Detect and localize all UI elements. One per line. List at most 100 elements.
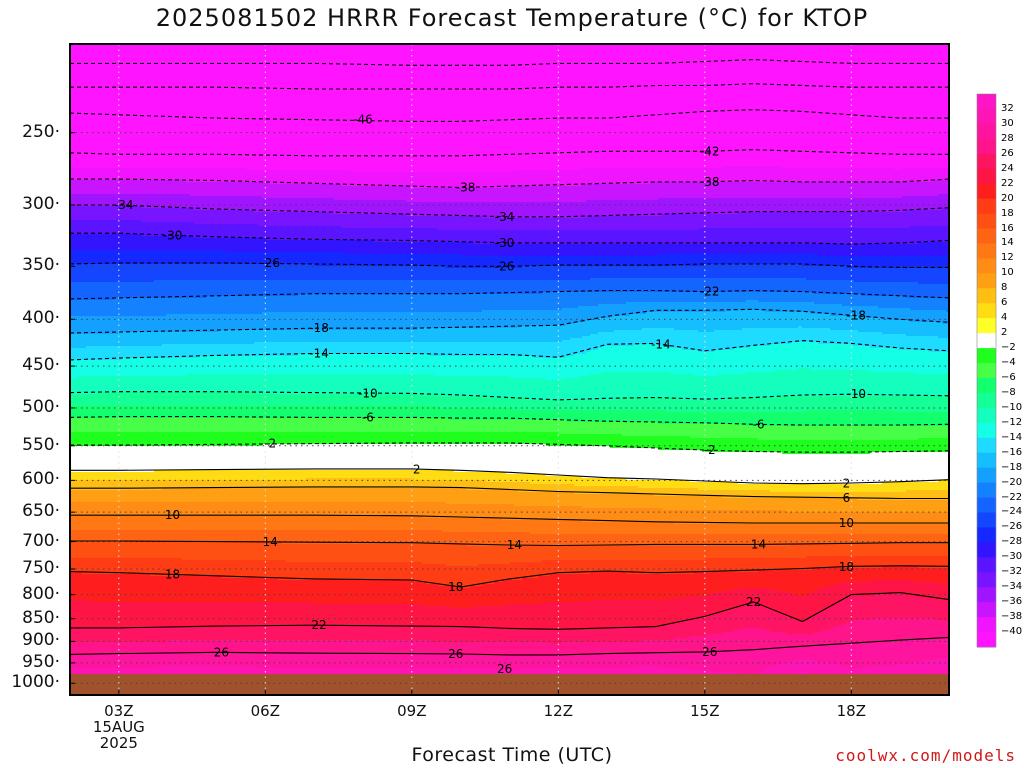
fill-cell [366, 354, 371, 375]
fill-cell [182, 194, 187, 209]
fill-cell [194, 314, 199, 333]
fill-cell [346, 170, 351, 187]
fill-cell [294, 640, 299, 655]
fill-cell [110, 376, 115, 393]
fill-cell [282, 170, 287, 185]
fill-cell [538, 310, 543, 327]
fill-cell [198, 210, 203, 225]
fill-cell [70, 502, 75, 517]
fill-cell [154, 222, 159, 237]
fill-cell [426, 294, 431, 313]
fill-cell [478, 518, 483, 533]
fill-cell [154, 642, 159, 655]
fill-cell [530, 378, 535, 401]
fill-cell [274, 640, 279, 655]
fill-cell [438, 44, 443, 173]
fill-cell [398, 354, 403, 375]
fill-cell [502, 356, 507, 377]
fill-cell [190, 182, 195, 197]
fill-cell [422, 354, 427, 375]
fill-cell [490, 244, 495, 257]
fill-cell [214, 374, 219, 393]
fill-cell [494, 310, 499, 329]
fill-cell [578, 506, 583, 521]
fill-cell [610, 422, 615, 435]
fill-cell [374, 254, 379, 267]
fill-cell [566, 340, 571, 357]
fill-cell [562, 602, 567, 631]
fill-cell [198, 182, 203, 197]
fill-cell [222, 446, 227, 471]
fill-cell [106, 206, 111, 221]
fill-cell [198, 298, 203, 315]
fill-cell [602, 422, 607, 435]
fill-cell [414, 406, 419, 419]
fill-cell [426, 342, 431, 355]
fill-cell [358, 530, 363, 545]
fill-cell [202, 374, 207, 393]
fill-cell [350, 44, 355, 173]
fill-cell [578, 44, 583, 171]
fill-cell [70, 360, 75, 379]
fill-cell [82, 516, 87, 531]
fill-cell [390, 374, 395, 395]
fill-cell [462, 376, 467, 397]
fill-cell [154, 358, 159, 377]
fill-cell [150, 194, 155, 209]
fill-cell [94, 654, 99, 669]
fill-cell [114, 282, 119, 299]
fill-cell [238, 530, 243, 543]
fill-cell [238, 488, 243, 503]
fill-cell [270, 312, 275, 331]
fill-cell [90, 376, 95, 395]
fill-cell [310, 626, 315, 641]
fill-cell [446, 312, 451, 329]
fill-cell [370, 228, 375, 241]
fill-cell [514, 490, 519, 507]
fill-cell [538, 230, 543, 245]
fill-cell [274, 212, 279, 227]
fill-cell [482, 480, 487, 491]
fill-cell [330, 502, 335, 517]
fill-cell [442, 444, 447, 471]
fill-cell [470, 376, 475, 397]
fill-cell [426, 654, 431, 669]
fill-cell [518, 432, 523, 445]
fill-cell [598, 256, 603, 267]
fill-cell [286, 252, 291, 265]
fill-cell [502, 376, 507, 399]
fill-cell [466, 294, 471, 313]
fill-cell [90, 168, 95, 181]
fill-cell [358, 516, 363, 531]
fill-cell [558, 656, 563, 669]
fill-cell [82, 334, 87, 349]
fill-cell [230, 502, 235, 517]
fill-cell [326, 280, 331, 295]
fill-cell [210, 654, 215, 667]
fill-cell [162, 432, 167, 447]
fill-cell [382, 214, 387, 229]
fill-cell [90, 346, 95, 361]
fill-cell [370, 640, 375, 655]
fill-cell [474, 328, 479, 343]
fill-cell [322, 470, 327, 479]
fill-cell [202, 406, 207, 419]
fill-cell [362, 172, 367, 187]
fill-cell [350, 228, 355, 241]
fill-cell [246, 488, 251, 503]
fill-cell [226, 344, 231, 357]
fill-cell [462, 188, 467, 203]
fill-cell [430, 356, 435, 375]
fill-cell [194, 344, 199, 359]
fill-cell [278, 184, 283, 199]
fill-cell [86, 600, 91, 629]
fill-cell [98, 558, 103, 575]
fill-cell [206, 628, 211, 641]
fill-cell [590, 334, 595, 351]
fill-cell [366, 544, 371, 563]
fill-cell [114, 234, 119, 251]
fill-cell [102, 346, 107, 361]
fill-cell [542, 280, 547, 293]
fill-cell [134, 490, 139, 503]
fill-cell [402, 530, 407, 545]
